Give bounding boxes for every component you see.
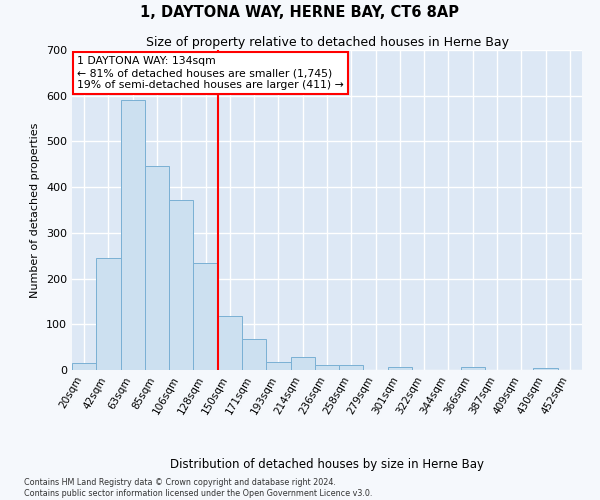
Bar: [339, 366, 364, 370]
Bar: [290, 357, 315, 370]
Title: Size of property relative to detached houses in Herne Bay: Size of property relative to detached ho…: [146, 36, 509, 49]
Bar: [218, 316, 242, 370]
X-axis label: Distribution of detached houses by size in Herne Bay: Distribution of detached houses by size …: [170, 458, 484, 471]
Bar: [121, 100, 145, 370]
Bar: [72, 363, 96, 370]
Bar: [96, 258, 121, 370]
Bar: [145, 166, 169, 370]
Bar: [193, 262, 218, 370]
Y-axis label: Number of detached properties: Number of detached properties: [31, 122, 40, 298]
Bar: [242, 340, 266, 370]
Text: Contains HM Land Registry data © Crown copyright and database right 2024.
Contai: Contains HM Land Registry data © Crown c…: [24, 478, 373, 498]
Bar: [315, 366, 339, 370]
Bar: [388, 368, 412, 370]
Bar: [533, 368, 558, 370]
Bar: [266, 362, 290, 370]
Bar: [169, 200, 193, 370]
Text: 1, DAYTONA WAY, HERNE BAY, CT6 8AP: 1, DAYTONA WAY, HERNE BAY, CT6 8AP: [140, 5, 460, 20]
Text: 1 DAYTONA WAY: 134sqm
← 81% of detached houses are smaller (1,745)
19% of semi-d: 1 DAYTONA WAY: 134sqm ← 81% of detached …: [77, 56, 344, 90]
Bar: [461, 367, 485, 370]
